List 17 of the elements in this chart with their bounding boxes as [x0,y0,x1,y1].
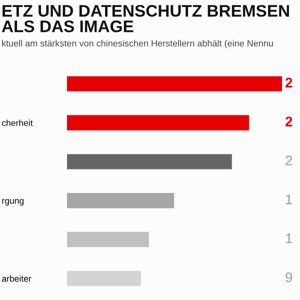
chart-subtitle: ktuell am stärksten von chinesischen Herstellern abhält (eine Nennu [2,40,273,48]
bar [67,193,174,208]
y-tick-label: rgung [2,199,24,206]
text: 1 [286,194,292,204]
text: 9 [286,272,292,282]
text: 2 [285,116,292,126]
bar [67,154,232,170]
bar [67,76,282,92]
y-tick-label: arbeiter [2,275,32,282]
text: 2 [286,156,292,166]
y-tick-label: cherheit [2,120,33,126]
text: 2 [285,78,292,88]
text: 1 [286,234,292,244]
bar [67,232,149,248]
chart-title: ETZ UND DATENSCHUTZ BREMSEN ALS DAS IMAGE [2,4,289,32]
bar [67,115,250,130]
bar [67,270,141,286]
